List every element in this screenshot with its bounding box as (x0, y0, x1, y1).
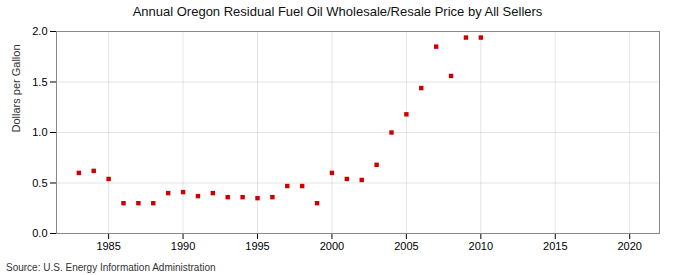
svg-text:2010: 2010 (469, 240, 493, 252)
html-text:Source: U.S. Energy Informatio: Source: U.S. Energy Information Administ… (6, 262, 216, 273)
svg-text:0.0: 0.0 (32, 227, 47, 239)
svg-text:2015: 2015 (543, 240, 567, 252)
svg-text:1995: 1995 (245, 240, 269, 252)
html-text:Annual Oregon Residual Fuel Oi: Annual Oregon Residual Fuel Oil Wholesal… (132, 4, 543, 19)
svg-text:2020: 2020 (617, 240, 641, 252)
svg-text:Dollars per Gallon: Dollars per Gallon (10, 44, 22, 132)
svg-text:1990: 1990 (171, 240, 195, 252)
svg-text:1985: 1985 (96, 240, 120, 252)
svg-text:2000: 2000 (320, 240, 344, 252)
svg-text:1.5: 1.5 (32, 76, 47, 88)
svg-text:2005: 2005 (394, 240, 418, 252)
svg-text:0.5: 0.5 (32, 177, 47, 189)
svg-text:2.0: 2.0 (32, 25, 47, 37)
svg-text:1.0: 1.0 (32, 126, 47, 138)
